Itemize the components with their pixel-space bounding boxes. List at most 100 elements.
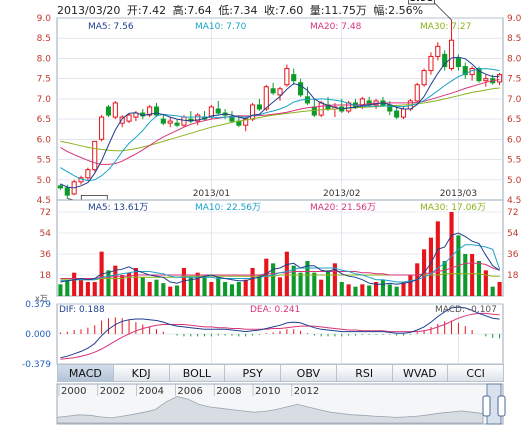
quote-date: 2013/03/20 — [57, 4, 121, 17]
candle-body — [153, 106, 160, 116]
quote-open: 开:7.42 — [126, 4, 167, 17]
volume-bar — [85, 282, 90, 296]
price-tick-right: 6.0 — [507, 135, 522, 145]
volume-bar — [154, 279, 159, 296]
price-tick-right: 8.0 — [507, 54, 522, 64]
volume-bar — [65, 279, 70, 296]
price-x-tick: 2013/03 — [440, 189, 477, 199]
quote-close: 收:7.60 — [264, 4, 304, 17]
volume-bar — [305, 261, 310, 296]
volume-bar — [408, 275, 413, 296]
volume-bar — [223, 282, 228, 296]
volume-bar — [291, 265, 296, 296]
price-ma10-line — [60, 68, 500, 182]
candle-body — [105, 106, 112, 116]
candle-body — [160, 118, 166, 124]
volume-tick-left: 18 — [40, 271, 52, 281]
macd-dea-label: DEA: 0.241 — [250, 305, 300, 315]
candle-body — [400, 108, 407, 118]
volume-bar — [140, 277, 145, 296]
candle-body — [112, 102, 118, 118]
candle-body — [119, 116, 125, 124]
candle-body — [57, 185, 63, 189]
candle-body — [311, 106, 317, 116]
candle-body — [284, 68, 290, 86]
macd-dea-line — [60, 312, 500, 360]
overview-year-label: 2006 — [177, 386, 202, 397]
volume-bar — [78, 278, 84, 296]
volume-legend-item: MA20: 21.56万 — [310, 203, 376, 213]
candle-body — [229, 116, 235, 122]
price-tick-left: 8.0 — [37, 54, 52, 64]
price-legend-item: MA10: 7.70 — [195, 22, 247, 32]
volume-bar — [175, 285, 180, 296]
volume-bar — [120, 275, 125, 296]
volume-bar — [353, 286, 358, 296]
quote-change: 幅:2.56% — [373, 4, 424, 17]
volume-bar — [401, 282, 406, 296]
candle-body — [249, 104, 256, 120]
volume-bar — [236, 282, 241, 296]
volume-legend-item: MA30: 17.06万 — [420, 203, 486, 213]
quote-volume: 量:11.75万 — [309, 4, 367, 17]
volume-bar — [470, 254, 475, 296]
candle-body — [270, 88, 276, 94]
volume-bar — [168, 286, 173, 296]
volume-bar — [229, 284, 235, 296]
volume-panel: 72 72 54 54 36 36 18 18 x万 MA5: 13.61万 MA10: 22.56… — [35, 199, 519, 303]
volume-bar — [147, 282, 152, 296]
volume-bar — [435, 221, 440, 296]
tab-obv[interactable]: OBV — [280, 364, 337, 382]
volume-bar — [277, 277, 283, 296]
candle-body — [215, 108, 221, 114]
volume-bar — [257, 275, 262, 296]
candle-body — [298, 82, 304, 96]
price-legend-item: MA5: 7.56 — [88, 22, 134, 32]
candle-body — [126, 114, 132, 122]
volume-bar — [58, 284, 63, 296]
candle-body — [195, 114, 201, 122]
volume-bar — [449, 212, 454, 296]
price-legend-item: MA20: 7.48 — [310, 22, 362, 32]
volume-ma30-line — [60, 273, 500, 281]
candle-body — [455, 57, 461, 68]
price-tick-right: 4.5 — [507, 196, 521, 206]
volume-tick-right: 18 — [507, 271, 519, 281]
tab-boll[interactable]: BOLL — [168, 364, 226, 382]
volume-bar — [243, 279, 248, 296]
volume-bar — [106, 270, 111, 296]
tab-psy[interactable]: PSY — [224, 364, 281, 382]
tab-kdj[interactable]: KDJ — [112, 364, 170, 382]
volume-legend-item: MA10: 22.56万 — [195, 203, 261, 213]
volume-bar — [325, 270, 331, 296]
price-tick-right: 9.0 — [507, 14, 522, 24]
tab-cci[interactable]: CCI — [447, 364, 504, 382]
candle-body — [181, 116, 187, 126]
price-x-tick: 2013/01 — [193, 189, 230, 199]
price-tick-right: 8.5 — [507, 34, 521, 44]
volume-bar — [360, 284, 365, 296]
macd-tick: 0.000 — [25, 330, 51, 340]
candle-body — [435, 45, 441, 57]
candle-body — [174, 122, 180, 126]
volume-bar — [202, 277, 207, 296]
tab-rsi[interactable]: RSI — [335, 364, 393, 382]
price-tick-right: 6.5 — [507, 115, 521, 125]
price-tick-left: 7.0 — [37, 95, 52, 105]
tab-wvad[interactable]: WVAD — [391, 364, 449, 382]
candle-body — [277, 88, 283, 96]
candle-body — [462, 66, 468, 76]
volume-tick-left: 54 — [40, 229, 52, 239]
volume-bar — [126, 272, 132, 296]
volume-bar — [374, 282, 379, 296]
tab-macd[interactable]: MACD — [57, 364, 114, 382]
candle-body — [497, 74, 503, 83]
macd-tick: -0.379 — [22, 360, 51, 370]
price-tick-left: 6.5 — [37, 115, 51, 125]
macd-dif-label: DIF: 0.188 — [59, 305, 105, 315]
price-tick-right: 5.5 — [507, 156, 521, 166]
price-legend-item: MA30: 7.27 — [420, 22, 471, 32]
candle-body — [167, 120, 173, 124]
volume-bar — [319, 279, 324, 296]
